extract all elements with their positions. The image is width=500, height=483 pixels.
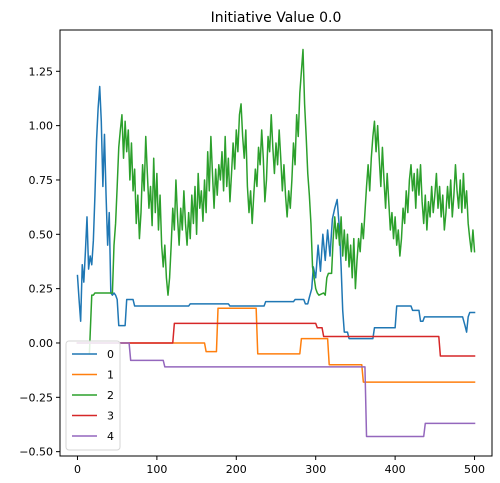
legend-label-3: 3: [107, 410, 114, 423]
x-axis: 0 100 200 300 400 500: [74, 456, 485, 476]
x-tick-label: 500: [464, 463, 485, 476]
y-tick-label: 1.25: [29, 65, 54, 78]
x-tick-label: 400: [385, 463, 406, 476]
chart-title: Initiative Value 0.0: [211, 10, 342, 26]
y-tick-label: 0.75: [29, 174, 54, 187]
legend-label-2: 2: [107, 389, 114, 402]
x-tick-label: 0: [74, 463, 81, 476]
y-tick-label: 0.25: [29, 283, 54, 296]
series-line-0: [76, 85, 476, 340]
legend: 0 1 2 3 4: [65, 340, 121, 451]
plot-frame: [59, 29, 493, 457]
y-tick-label: −0.25: [19, 391, 53, 404]
y-tick-label: −0.50: [19, 446, 53, 459]
series-line-1: [76, 307, 476, 383]
y-tick-label: 1.00: [29, 120, 54, 133]
y-tick-label: 0.00: [29, 337, 54, 350]
legend-label-4: 4: [107, 430, 114, 443]
series-layer: [76, 48, 476, 438]
legend-label-1: 1: [107, 369, 114, 382]
x-tick-label: 300: [305, 463, 326, 476]
legend-label-0: 0: [107, 348, 114, 361]
y-tick-label: 0.50: [29, 228, 54, 241]
x-tick-label: 100: [146, 463, 167, 476]
series-line-2: [88, 48, 476, 355]
x-tick-label: 200: [226, 463, 247, 476]
y-axis: −0.50 −0.25 0.00 0.25 0.50 0.75 1.00 1.25: [19, 65, 60, 459]
series-line-4: [76, 342, 476, 438]
series-line-3: [76, 322, 476, 357]
